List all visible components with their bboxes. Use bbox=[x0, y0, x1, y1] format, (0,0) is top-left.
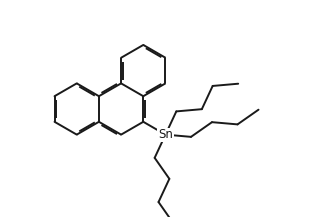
Text: Sn: Sn bbox=[158, 128, 173, 141]
